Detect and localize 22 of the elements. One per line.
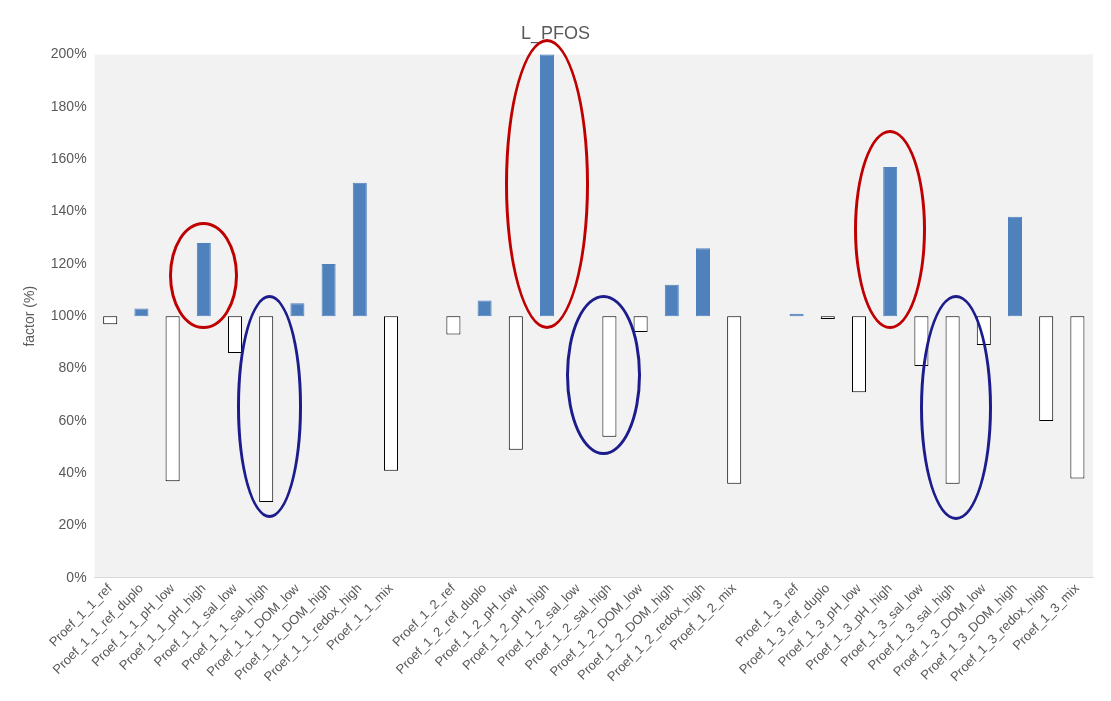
bar	[1007, 216, 1023, 317]
bar	[883, 167, 898, 317]
y-tick-label: 80%	[58, 359, 87, 376]
y-tick-label: 100%	[50, 307, 87, 324]
y-tick-label: 180%	[50, 97, 87, 114]
bar	[695, 248, 711, 317]
y-tick-label: 120%	[50, 254, 87, 271]
bar	[196, 243, 211, 317]
y-tick-label: 40%	[58, 464, 87, 481]
y-axis-title: factor (%)	[21, 285, 38, 347]
bar	[539, 54, 555, 317]
y-tick-label: 160%	[50, 150, 87, 167]
y-tick-label: 200%	[50, 45, 87, 62]
bar	[134, 308, 149, 317]
chart-title: L_PFOS	[520, 22, 591, 44]
bar	[664, 284, 679, 317]
y-tick-label: 60%	[58, 411, 87, 428]
y-tick-label: 20%	[58, 516, 87, 533]
bar	[321, 263, 336, 317]
y-tick-label: 140%	[50, 202, 87, 219]
y-tick-label: 0%	[66, 568, 87, 585]
bar	[352, 182, 367, 317]
